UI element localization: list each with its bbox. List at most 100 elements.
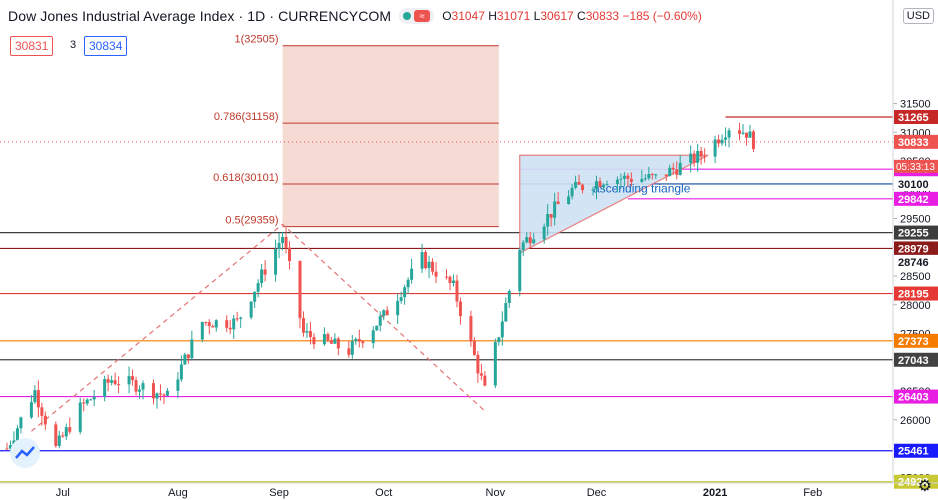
candle-body bbox=[232, 318, 236, 330]
x-tick-label: Aug bbox=[168, 487, 188, 499]
candle-body bbox=[15, 428, 19, 441]
status-dot-icon bbox=[403, 12, 412, 20]
price-tag-29255: 29255 bbox=[898, 228, 929, 240]
candle-body bbox=[162, 394, 166, 396]
price-tag-24922-bg bbox=[894, 474, 938, 489]
x-tick-label: 2021 bbox=[703, 487, 727, 499]
price-label-30100: 30100 bbox=[898, 179, 929, 191]
indicator-toggle[interactable]: ≈ bbox=[399, 8, 435, 24]
candle-body bbox=[493, 342, 497, 386]
buy-price-button[interactable]: 30834 bbox=[84, 36, 128, 56]
candle-body bbox=[577, 181, 581, 185]
candle-body bbox=[85, 399, 89, 404]
candle-body bbox=[92, 396, 96, 400]
candle-body bbox=[57, 435, 61, 446]
candle-body bbox=[277, 243, 281, 250]
candle-body bbox=[113, 380, 117, 385]
fib-level-label: 0.786(31158) bbox=[214, 111, 279, 123]
candle-body bbox=[186, 354, 190, 359]
candle-body bbox=[298, 261, 302, 319]
candle-body bbox=[322, 334, 326, 345]
candle-body bbox=[504, 303, 508, 322]
candle-body bbox=[497, 337, 501, 343]
candle-body bbox=[19, 417, 23, 429]
candle-body bbox=[445, 276, 448, 278]
price-tag-25461-bg bbox=[894, 443, 938, 458]
candle-body bbox=[542, 226, 546, 240]
candle-body bbox=[165, 390, 169, 396]
candle-body bbox=[89, 399, 93, 401]
candle-body bbox=[200, 322, 204, 340]
candle-body bbox=[371, 330, 375, 344]
candle-body bbox=[448, 276, 452, 284]
candle-body bbox=[500, 321, 504, 338]
candle-body bbox=[556, 201, 560, 205]
candle-body bbox=[155, 393, 159, 399]
candle-body bbox=[689, 153, 693, 163]
candle-body bbox=[574, 181, 578, 188]
candle-body bbox=[40, 407, 44, 416]
countdown-label: 05:33:13 bbox=[896, 162, 935, 173]
candle-body bbox=[615, 179, 619, 185]
candle-body bbox=[256, 283, 260, 292]
candle-body bbox=[308, 331, 312, 337]
spread-value: 3 bbox=[70, 39, 77, 51]
candle-body bbox=[138, 389, 142, 392]
candle-body bbox=[78, 402, 82, 432]
candle-body bbox=[5, 448, 9, 450]
x-tick-label: Oct bbox=[375, 487, 392, 499]
candle-body bbox=[744, 132, 748, 138]
candle-body bbox=[357, 338, 361, 342]
candle-body bbox=[312, 336, 316, 345]
candle-body bbox=[451, 280, 455, 284]
candle-body bbox=[183, 354, 187, 365]
candle-body bbox=[82, 402, 86, 404]
candle-body bbox=[420, 252, 424, 269]
candle-body bbox=[385, 310, 389, 316]
candle-body bbox=[253, 291, 257, 302]
candle-body bbox=[354, 338, 358, 342]
candle-body bbox=[190, 339, 194, 359]
candle-body bbox=[594, 181, 598, 190]
candle-body bbox=[263, 269, 267, 275]
candle-body bbox=[43, 415, 47, 425]
x-tick-label: Nov bbox=[486, 487, 506, 499]
candle-body bbox=[204, 322, 208, 324]
candle-body bbox=[141, 383, 145, 390]
candle-body bbox=[549, 214, 553, 218]
current-price-tag-bg bbox=[894, 134, 938, 149]
candle-body bbox=[629, 178, 633, 182]
low-value: 30617 bbox=[540, 9, 574, 23]
candle-body bbox=[567, 196, 571, 205]
price-tag-27043-bg bbox=[894, 352, 938, 367]
fib-level-label: 0.5(29359) bbox=[225, 215, 278, 227]
candle-body bbox=[406, 279, 410, 288]
symbol-title[interactable]: Dow Jones Industrial Average Index · 1D … bbox=[8, 8, 392, 24]
candle-body bbox=[479, 373, 483, 376]
y-tick-label: 26000 bbox=[900, 415, 931, 427]
candle-body bbox=[33, 390, 37, 403]
currency-button[interactable]: USD bbox=[902, 8, 934, 24]
triangle-label: ascending triangle bbox=[593, 182, 691, 196]
candle-body bbox=[61, 435, 65, 437]
candle-body bbox=[410, 268, 414, 280]
candle-body bbox=[225, 320, 229, 328]
candle-body bbox=[741, 132, 745, 134]
candle-body bbox=[598, 181, 602, 187]
candle-body bbox=[431, 261, 435, 272]
candle-body bbox=[36, 390, 40, 408]
candle-body bbox=[469, 316, 473, 342]
x-tick-label: Feb bbox=[803, 487, 822, 499]
gear-icon[interactable]: ⚙ bbox=[917, 478, 932, 495]
candle-body bbox=[622, 175, 626, 179]
candle-body bbox=[336, 338, 340, 349]
candle-body bbox=[158, 393, 162, 395]
candle-body bbox=[68, 427, 72, 432]
candle-body bbox=[301, 318, 305, 333]
wave-icon[interactable]: ≈ bbox=[414, 10, 431, 22]
sell-price-button[interactable]: 30831 bbox=[10, 36, 54, 56]
countdown-bg bbox=[894, 159, 938, 173]
candle-body bbox=[239, 317, 243, 319]
